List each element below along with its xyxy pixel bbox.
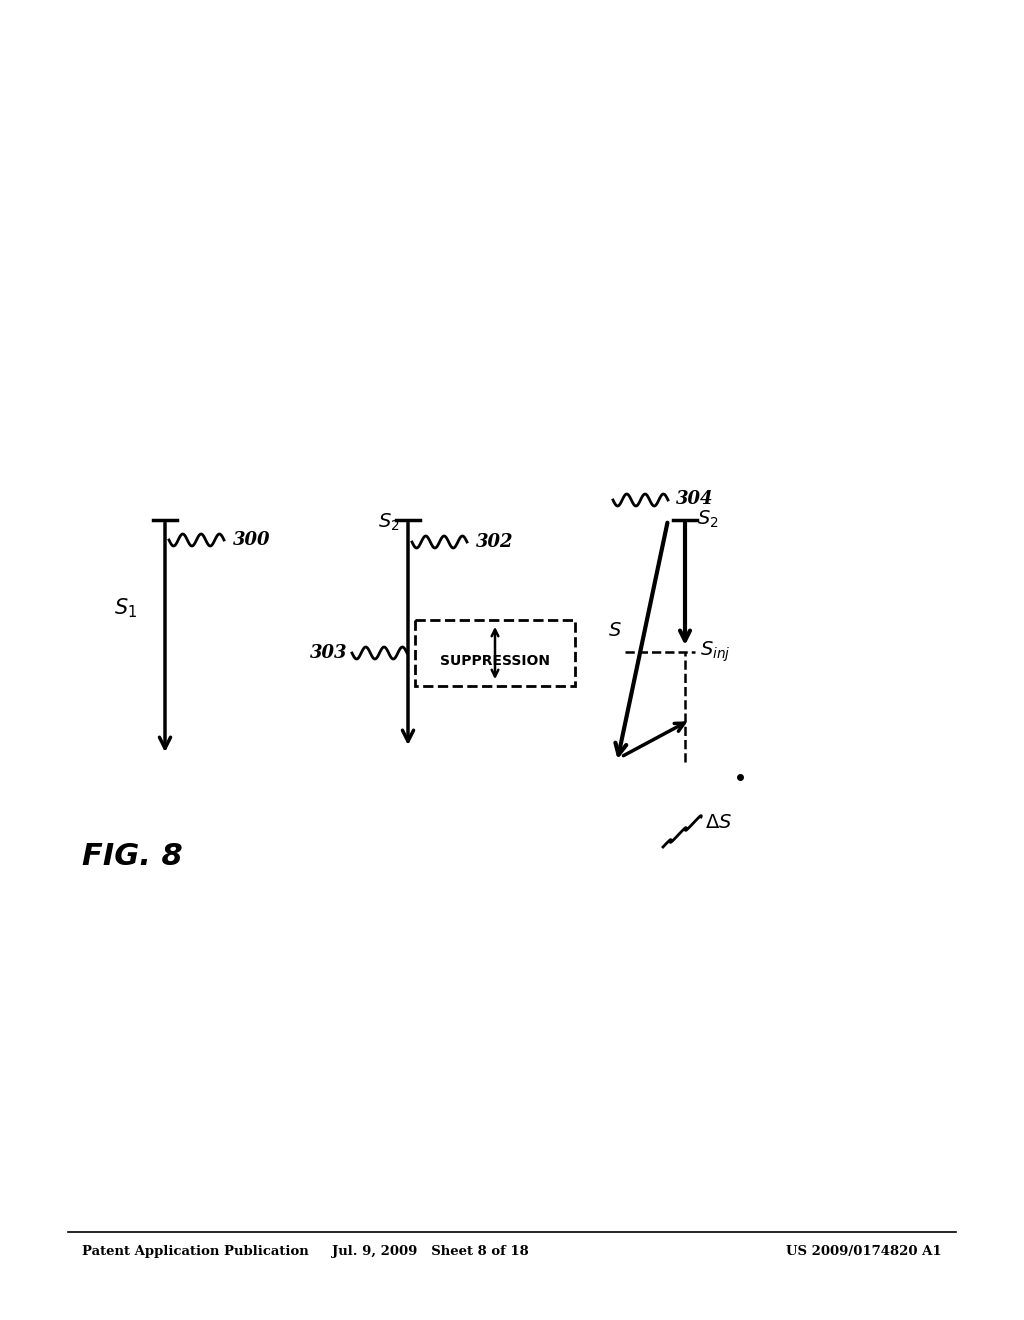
Text: FIG. 8: FIG. 8 bbox=[82, 842, 182, 871]
Text: $\mathit{S}_{inj}$: $\mathit{S}_{inj}$ bbox=[700, 640, 730, 664]
Text: 300: 300 bbox=[233, 531, 270, 549]
Text: Patent Application Publication: Patent Application Publication bbox=[82, 1246, 309, 1258]
Text: $\mathit{S}_2$: $\mathit{S}_2$ bbox=[379, 512, 400, 533]
Text: SUPPRESSION: SUPPRESSION bbox=[440, 653, 550, 668]
Text: US 2009/0174820 A1: US 2009/0174820 A1 bbox=[786, 1246, 942, 1258]
Text: 304: 304 bbox=[676, 490, 714, 508]
Text: $\Delta S$: $\Delta S$ bbox=[705, 813, 732, 832]
Bar bbox=[415, 620, 575, 686]
Text: $\mathit{S}_2$: $\mathit{S}_2$ bbox=[697, 508, 719, 531]
Text: 302: 302 bbox=[476, 533, 513, 550]
Text: $\mathit{S}_1$: $\mathit{S}_1$ bbox=[114, 597, 137, 620]
Text: $\mathit{S}$: $\mathit{S}$ bbox=[608, 622, 622, 640]
Text: 303: 303 bbox=[309, 644, 347, 663]
Text: Jul. 9, 2009   Sheet 8 of 18: Jul. 9, 2009 Sheet 8 of 18 bbox=[332, 1246, 528, 1258]
